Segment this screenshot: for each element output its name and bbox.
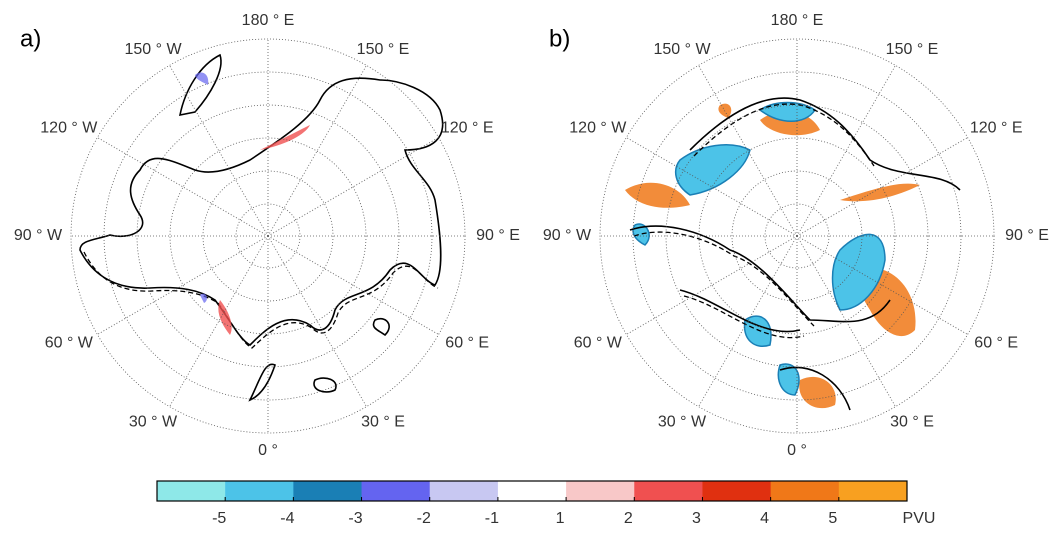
contour <box>178 53 222 117</box>
longitude-label: 150 ° E <box>357 41 410 58</box>
meridian <box>97 137 269 237</box>
meridian <box>169 235 269 407</box>
latitude-ring <box>764 203 830 269</box>
meridian <box>796 137 968 237</box>
anomaly <box>218 125 310 335</box>
latitude-ring <box>202 170 334 302</box>
colorbar-segment <box>566 481 635 501</box>
contour-dashed <box>633 103 875 339</box>
latitude-ring <box>632 71 962 401</box>
contour <box>248 317 390 402</box>
latitude-ring <box>103 71 433 401</box>
longitude-label: 180 ° E <box>242 12 295 29</box>
colorbar-tick-label: -5 <box>212 510 226 527</box>
contour <box>629 97 961 411</box>
polar-grid: 0 ° 30 ° E 60 ° E 90 ° E 120 ° E 150 ° E 180 °… <box>14 12 520 459</box>
colorbar-segment <box>429 481 499 501</box>
contour <box>79 77 444 346</box>
colorbar-segment <box>634 481 703 501</box>
latitude-ring <box>665 104 929 368</box>
anomaly <box>195 72 209 303</box>
meridian <box>267 137 439 237</box>
colorbar-unit: PVU <box>903 510 936 527</box>
contour-dashed <box>83 251 439 349</box>
colorbar-tick-label: 1 <box>556 510 565 527</box>
longitude-label: 120 ° W <box>569 120 627 137</box>
colorbar-segment <box>293 481 363 501</box>
longitude-label: 0 ° <box>258 442 278 459</box>
longitude-label: 30 ° W <box>129 413 178 430</box>
colorbar-tick-label: 4 <box>760 510 769 527</box>
colorbar-frame <box>156 480 908 502</box>
longitude-label: 90 ° W <box>14 227 63 244</box>
latitude-ring <box>698 137 896 335</box>
longitude-label: 60 ° E <box>445 335 489 352</box>
longitude-label: 60 ° E <box>974 335 1018 352</box>
colorbar-tick-label: -2 <box>417 510 431 527</box>
colorbar-segment <box>702 481 772 501</box>
longitude-label: 60 ° W <box>45 335 94 352</box>
meridian <box>169 65 269 237</box>
panel-a-features <box>79 53 444 402</box>
longitude-label: 30 ° E <box>361 413 405 430</box>
longitude-label: 30 ° W <box>658 413 707 430</box>
longitude-label: 0 ° <box>787 442 807 459</box>
latitude-ring <box>136 104 400 368</box>
meridian <box>267 65 367 237</box>
meridian <box>796 65 896 237</box>
panel-b-features <box>625 97 961 411</box>
colorbar-tick-label: 2 <box>624 510 633 527</box>
latitude-ring <box>235 203 301 269</box>
longitude-label: 120 ° E <box>970 120 1023 137</box>
longitude-label: 150 ° W <box>124 41 182 58</box>
longitude-label: 90 ° E <box>476 227 520 244</box>
colorbar-tick-label: -1 <box>485 510 499 527</box>
colorbar-tick-label: -3 <box>348 510 362 527</box>
longitude-label: 30 ° E <box>890 413 934 430</box>
longitude-label: 120 ° W <box>40 120 98 137</box>
meridian <box>626 235 798 335</box>
colorbar-segment <box>838 481 908 501</box>
latitude-ring <box>70 38 466 434</box>
polar-grid: 0 ° 30 ° E 60 ° E 90 ° E 120 ° E 150 ° E 180 °… <box>543 12 1049 459</box>
panel-label: b) <box>549 25 570 52</box>
colorbar-segment <box>225 481 294 501</box>
colorbar-tick-label: -4 <box>280 510 294 527</box>
longitude-label: 120 ° E <box>441 120 494 137</box>
longitude-label: 90 ° E <box>1005 227 1049 244</box>
colorbar-segment <box>157 481 226 501</box>
colorbar: -5 -4 -3 -2 -1 1 2 3 4 5 PVU <box>156 480 936 527</box>
anomaly <box>632 101 886 396</box>
latitude-ring <box>169 137 367 335</box>
latitude-ring <box>599 38 995 434</box>
longitude-label: 60 ° W <box>574 335 623 352</box>
longitude-label: 180 ° E <box>771 12 824 29</box>
longitude-label: 90 ° W <box>543 227 592 244</box>
colorbar-segment <box>770 481 840 501</box>
longitude-label: 150 ° E <box>886 41 939 58</box>
colorbar-segment <box>361 481 431 501</box>
colorbar-tick-label: 5 <box>828 510 837 527</box>
colorbar-segment <box>497 481 567 501</box>
colorbar-tick-label: 3 <box>692 510 701 527</box>
panel-label: a) <box>20 25 41 52</box>
longitude-label: 150 ° W <box>653 41 711 58</box>
latitude-ring <box>731 170 863 302</box>
